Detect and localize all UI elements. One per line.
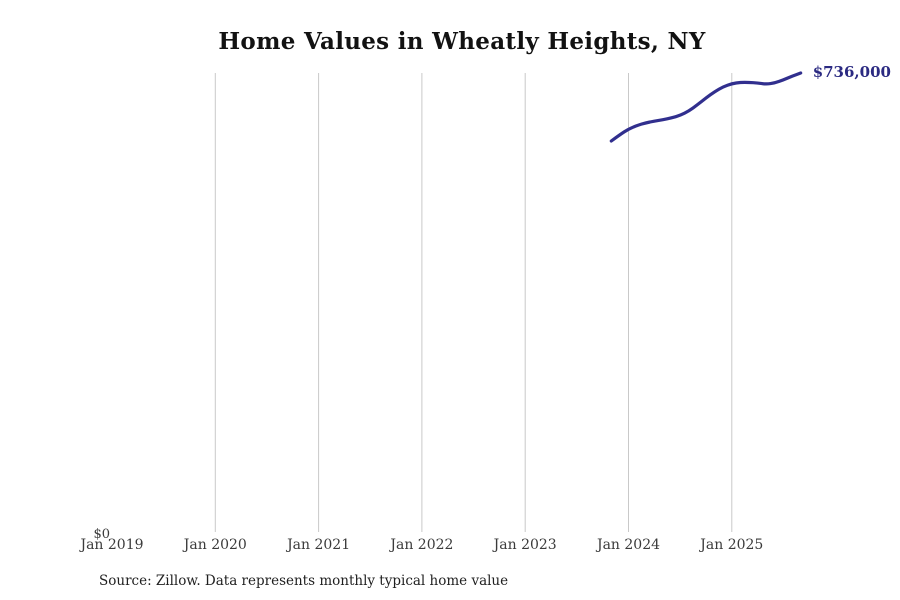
source-note: Source: Zillow. Data represents monthly … — [99, 573, 509, 589]
end-value-label: $736,000 — [812, 63, 891, 81]
x-axis-label: Jan 2021 — [287, 537, 351, 553]
x-axis-label: Jan 2024 — [596, 537, 661, 553]
y-axis-zero-label: $0 — [93, 527, 110, 542]
chart-title: Home Values in Wheatly Heights, NY — [218, 28, 706, 55]
x-axis-label: Jan 2019 — [80, 537, 144, 553]
x-axis-label: Jan 2022 — [390, 537, 454, 553]
x-axis-label: Jan 2025 — [700, 537, 764, 553]
x-axis-label: Jan 2023 — [493, 537, 557, 553]
home-value-line — [609, 71, 803, 143]
x-axis-label: Jan 2020 — [183, 537, 247, 553]
